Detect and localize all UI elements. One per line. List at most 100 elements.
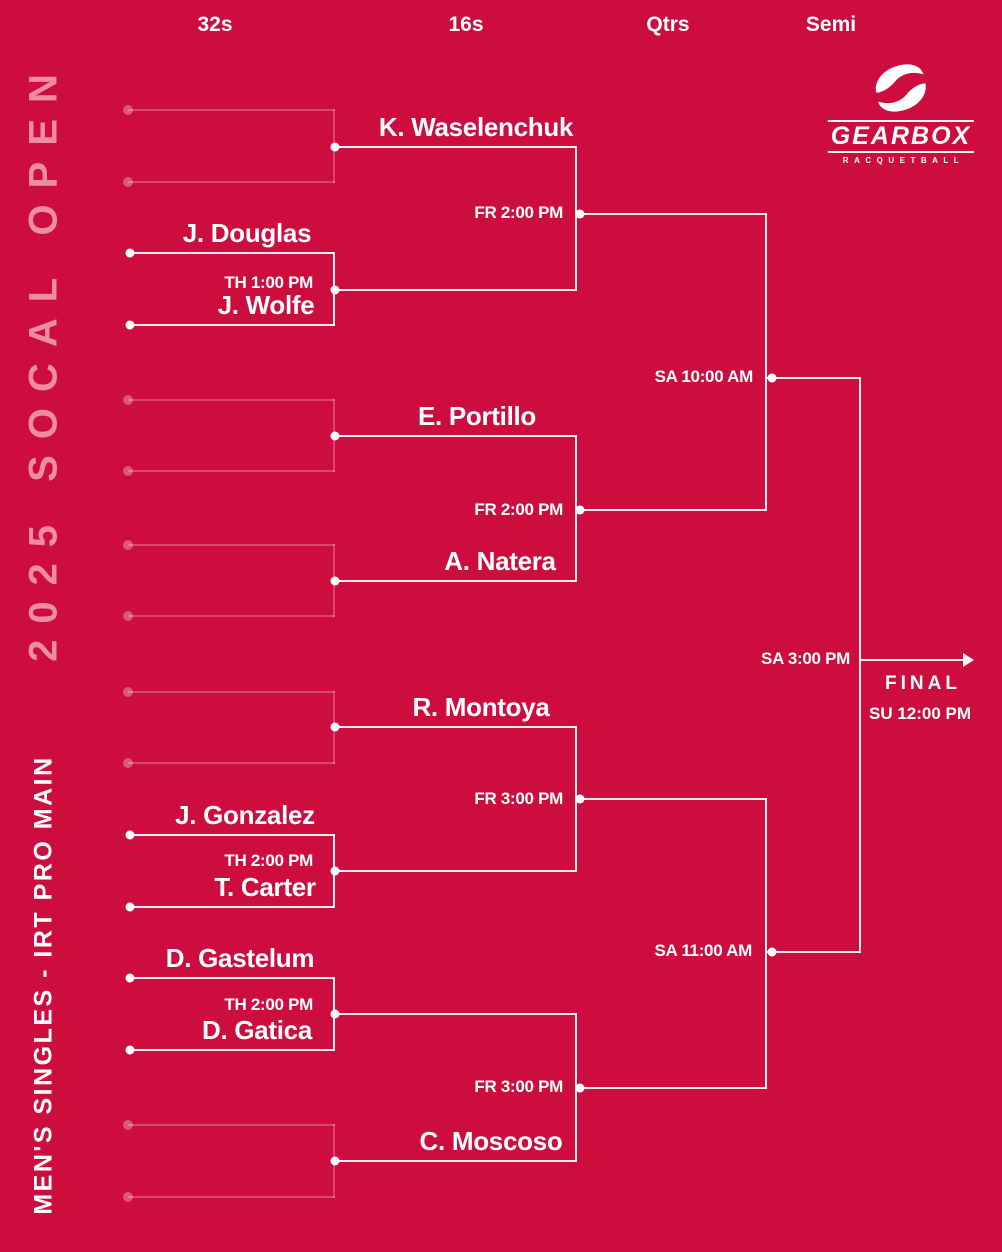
player-moscoso: C. Moscoso [419,1126,563,1156]
gearbox-logo: GEARBOX RACQUETBALL [827,58,975,165]
bracket-line [334,870,577,872]
bracket-line [577,509,767,511]
bye-line [128,615,335,617]
division-title: MEN'S SINGLES - IRT PRO MAIN [29,755,58,1215]
bye-line [128,762,335,764]
round-header-32s: 32s [197,13,233,36]
bracket-line [130,252,335,254]
bracket-line [334,1160,577,1162]
player-wolfe: J. Wolfe [217,290,315,320]
bye-line [128,109,335,111]
gearbox-brand: GEARBOX [827,120,975,153]
junction-dot [330,576,340,586]
bracket-line [130,1049,335,1051]
bracket-line [130,324,335,326]
junction-dot [767,947,777,957]
junction-dot [125,830,135,840]
bracket-line [765,798,767,1089]
bye-line [128,691,335,693]
junction-dot [330,1156,340,1166]
round-header-semi: Semi [805,13,857,36]
bracket-line [334,289,577,291]
final-arrow [860,659,964,661]
bye-dot [123,466,133,476]
match-time-semi: SA 3:00 PM [761,649,850,668]
bye-line [128,1196,335,1198]
junction-dot [330,1009,340,1019]
bracket-line [130,834,335,836]
player-natera: A. Natera [444,546,556,576]
final-arrowhead-icon [963,653,974,667]
bracket-line [859,377,861,953]
bye-line [128,470,335,472]
bye-line [128,181,335,183]
bye-dot [123,1120,133,1130]
bracket-line [767,951,861,953]
final-time: SU 12:00 PM [868,704,972,723]
match-time-r32-gastelum-gatica: TH 2:00 PM [224,995,313,1014]
junction-dot [575,794,585,804]
player-montoya: R. Montoya [412,692,550,722]
match-time-r32-douglas-wolfe: TH 1:00 PM [224,273,313,292]
bracket-line [765,213,767,511]
junction-dot [330,866,340,876]
bye-line [128,399,335,401]
bye-dot [123,758,133,768]
player-carter: T. Carter [214,872,316,902]
bracket-line [577,798,767,800]
round-header-16s: 16s [448,13,484,36]
round-header-qtrs: Qtrs [646,13,690,36]
bracket-line [334,146,577,148]
junction-dot [330,285,340,295]
junction-dot [330,142,340,152]
junction-dot [767,373,777,383]
bracket-line [575,146,577,291]
final-label: FINAL [885,673,961,694]
bye-dot [123,177,133,187]
match-time-qtr-top: SA 10:00 AM [654,367,754,386]
bracket-line [334,1013,577,1015]
match-time-r16-second: FR 2:00 PM [474,500,563,519]
player-gatica: D. Gatica [201,1015,313,1045]
player-gonzalez: J. Gonzalez [175,800,315,830]
gearbox-swoosh-icon [876,64,926,112]
junction-dot [125,902,135,912]
match-time-r16-bottom: FR 3:00 PM [474,1077,563,1096]
bye-dot [123,687,133,697]
gearbox-tagline: RACQUETBALL [842,155,965,165]
player-gastelum: D. Gastelum [165,943,315,973]
junction-dot [125,248,135,258]
junction-dot [125,1045,135,1055]
junction-dot [330,722,340,732]
bye-line [128,1124,335,1126]
junction-dot [575,1083,585,1093]
bracket-line [334,726,577,728]
bye-dot [123,395,133,405]
match-time-r16-third: FR 3:00 PM [474,789,563,808]
match-time-qtr-bottom: SA 11:00 AM [654,941,753,960]
player-douglas: J. Douglas [182,218,312,248]
bye-line [128,544,335,546]
junction-dot [575,209,585,219]
bracket-line [130,977,335,979]
junction-dot [125,320,135,330]
match-time-r16-top: FR 2:00 PM [474,203,563,222]
match-time-r32-gonzalez-carter: TH 2:00 PM [224,851,313,870]
junction-dot [125,973,135,983]
bracket-line [334,435,577,437]
bye-dot [123,105,133,115]
bracket-line [334,580,577,582]
junction-dot [575,505,585,515]
player-waselenchuk: K. Waselenchuk [378,112,574,142]
bye-dot [123,1192,133,1202]
bracket-line [577,1087,767,1089]
junction-dot [330,431,340,441]
event-title: 2025 SOCAL OPEN [21,58,66,662]
bracket-line [130,906,335,908]
bye-dot [123,540,133,550]
bracket-line [577,213,767,215]
player-portillo: E. Portillo [417,401,537,431]
bye-dot [123,611,133,621]
